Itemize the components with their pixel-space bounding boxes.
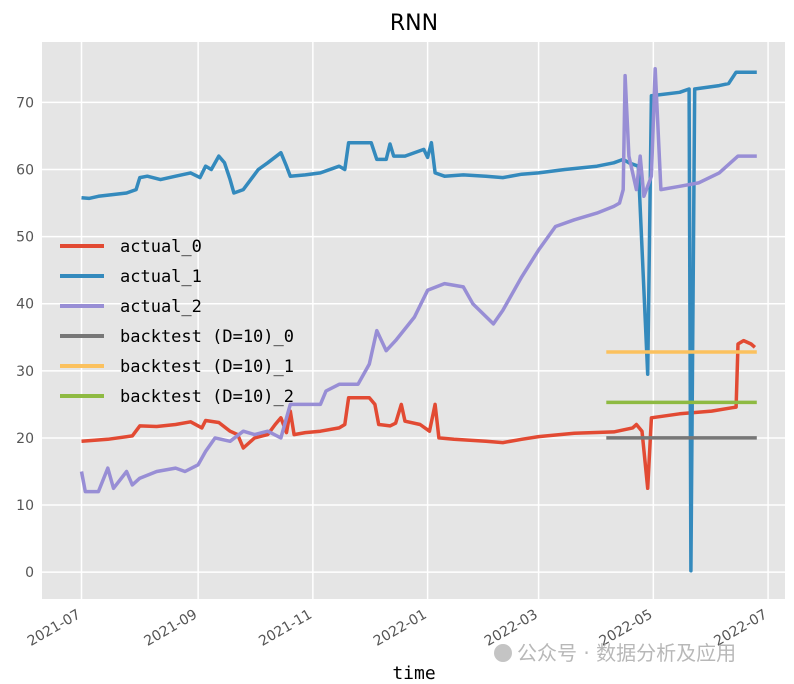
y-tick-label: 20 [16, 431, 34, 447]
y-axis-ticks: 0 10 20 30 40 50 60 70 [16, 95, 34, 581]
series-line-1 [81, 70, 757, 573]
y-tick-label: 0 [25, 565, 34, 581]
y-tick-label: 40 [16, 297, 34, 313]
y-tick-label: 10 [16, 498, 34, 514]
legend-label: actual_2 [120, 297, 202, 317]
legend-label: backtest (D=10)_2 [120, 387, 294, 407]
y-tick-label: 60 [16, 163, 34, 179]
x-tick-label: 2021-11 [256, 607, 315, 650]
grid [42, 42, 785, 599]
x-tick-label: 2022-01 [371, 607, 430, 650]
watermark-text: 公众号 · 数据分析及应用 [517, 641, 736, 665]
chart-title: RNN [390, 11, 438, 36]
legend-label: backtest (D=10)_0 [120, 327, 294, 347]
series-line-0 [81, 338, 757, 491]
y-tick-label: 50 [16, 230, 34, 246]
x-tick-label: 2021-09 [141, 607, 200, 650]
watermark: 公众号 · 数据分析及应用 [494, 641, 736, 665]
x-tick-label: 2021-07 [25, 607, 84, 650]
legend-label: actual_0 [120, 237, 202, 257]
y-tick-label: 70 [16, 95, 34, 111]
legend-label: actual_1 [120, 267, 202, 287]
series-group [79, 67, 757, 573]
legend: actual_0 actual_1 actual_2 backtest (D=10)_… [60, 237, 294, 407]
y-tick-label: 30 [16, 364, 34, 380]
legend-label: backtest (D=10)_1 [120, 357, 294, 377]
series-line-2 [79, 67, 757, 494]
wechat-icon [494, 644, 512, 662]
x-axis-label: time [392, 663, 435, 684]
